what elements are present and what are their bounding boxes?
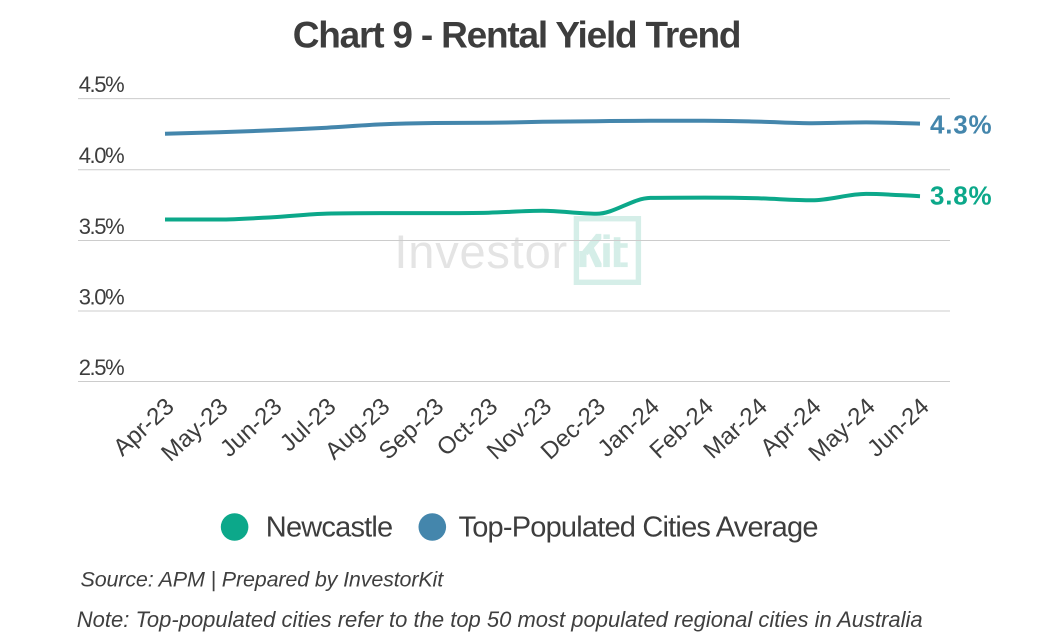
svg-text:3.5%: 3.5%	[79, 214, 124, 239]
svg-text:Jun-23: Jun-23	[215, 393, 287, 462]
svg-text:Chart 9 - Rental Yield Trend: Chart 9 - Rental Yield Trend	[293, 14, 741, 55]
svg-text:4.3%: 4.3%	[930, 109, 992, 139]
svg-text:Jun-24: Jun-24	[862, 393, 934, 462]
svg-text:Top-Populated Cities Average: Top-Populated Cities Average	[459, 511, 818, 543]
svg-text:Newcastle: Newcastle	[266, 511, 393, 543]
svg-text:3.0%: 3.0%	[79, 284, 124, 309]
svg-text:Investor: Investor	[394, 225, 568, 278]
svg-text:2.5%: 2.5%	[79, 355, 124, 380]
svg-text:3.8%: 3.8%	[930, 181, 992, 211]
svg-text:4.5%: 4.5%	[79, 72, 124, 97]
svg-text:Note: Top-populated cities ref: Note: Top-populated cities refer to the …	[77, 607, 923, 632]
svg-text:Source: APM | Prepared by Inve: Source: APM | Prepared by InvestorKit	[81, 568, 445, 592]
svg-text:4.0%: 4.0%	[79, 143, 124, 168]
